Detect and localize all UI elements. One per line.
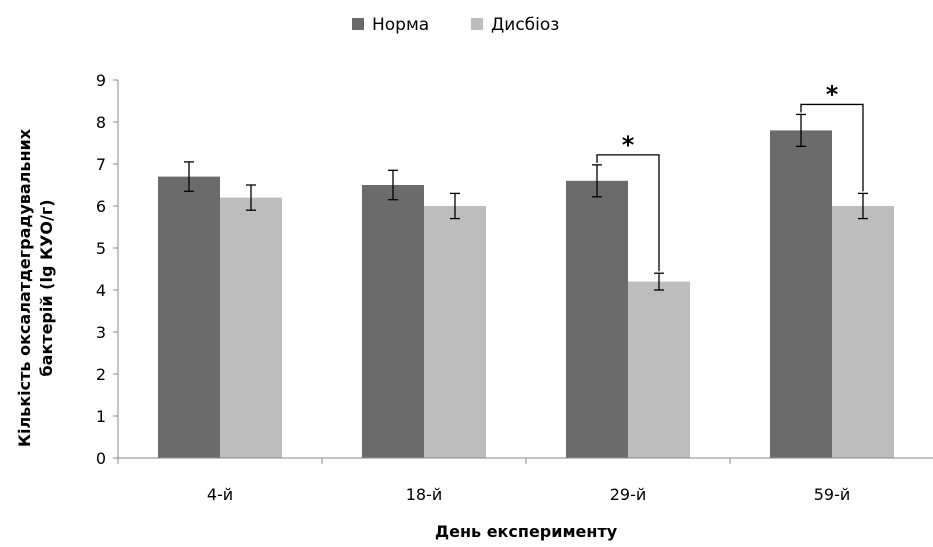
y-axis-ticks: 0 1 2 3 4 5 6 7 8 9 [96,71,118,468]
significance-bracket [596,154,660,272]
bar-dysbiosis [424,206,486,458]
y-tick-label: 1 [96,407,106,426]
y-tick-label: 9 [96,71,106,90]
y-tick-label: 0 [96,449,106,468]
x-axis-title: День експерименту [435,522,618,541]
bar-norma [566,180,628,459]
y-tick-label: 3 [96,323,106,342]
y-tick-label: 2 [96,365,106,384]
legend: Норма Дисбіоз [352,15,559,35]
legend-swatch-dysbiosis [471,18,483,30]
y-axis-title-line1: Кількість оксалатдеградувальних [15,128,34,447]
significance-bracket [800,103,864,192]
x-tick-label: 59-й [814,485,851,504]
significance-star: * [826,80,839,108]
x-tick-label: 4-й [207,485,233,504]
y-tick-label: 6 [96,197,106,216]
y-tick-label: 4 [96,281,106,300]
bar-dysbiosis [220,197,282,458]
y-tick-label: 5 [96,239,106,258]
x-tick-label: 29-й [610,485,647,504]
y-tick-label: 7 [96,155,106,174]
x-axis-ticks: 4-й 18-й 29-й 59-й [117,458,851,504]
bar-norma [158,176,220,458]
legend-swatch-norma [352,18,364,30]
bar-dysbiosis [628,281,690,458]
x-tick-label: 18-й [406,485,443,504]
significance-annotations: ** [596,80,864,272]
error-bars [184,113,868,291]
bars [158,130,894,459]
bar-norma [362,185,424,458]
bar-dysbiosis [832,206,894,458]
legend-label-dysbiosis: Дисбіоз [491,15,559,35]
y-tick-label: 8 [96,113,106,132]
bar-norma [770,130,832,458]
legend-label-norma: Норма [372,15,429,35]
y-axis-title-line2: бактерій (lg КУО/г) [37,199,56,376]
significance-star: * [622,131,635,159]
